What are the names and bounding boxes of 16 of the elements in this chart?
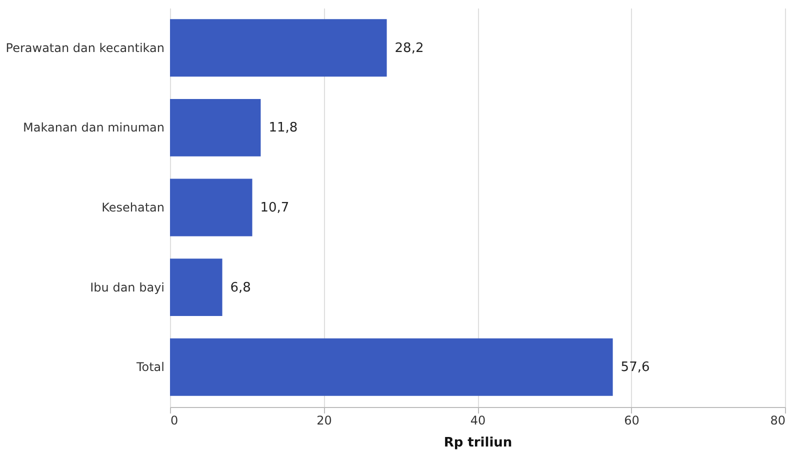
- data-label: 28,2: [394, 40, 424, 56]
- x-tick-label: 80: [770, 414, 786, 428]
- data-label: 11,8: [268, 120, 298, 136]
- x-axis-title: Rp triliun: [444, 436, 512, 450]
- data-label: 6,8: [230, 280, 251, 296]
- data-label: 57,6: [620, 360, 650, 376]
- x-tick-label: 60: [624, 414, 640, 428]
- y-tick-label: Ibu dan bayi: [90, 280, 164, 294]
- y-tick-label: Makanan dan minuman: [23, 120, 164, 135]
- y-tick-label: Kesehatan: [102, 200, 164, 214]
- y-tick-label: Total: [135, 360, 164, 374]
- x-tick-label: 20: [316, 414, 332, 428]
- y-tick-label: Perawatan dan kecantikan: [6, 40, 164, 55]
- data-label: 10,7: [260, 200, 290, 216]
- x-tick-label: 0: [170, 414, 178, 428]
- x-tick-label: 40: [470, 414, 486, 428]
